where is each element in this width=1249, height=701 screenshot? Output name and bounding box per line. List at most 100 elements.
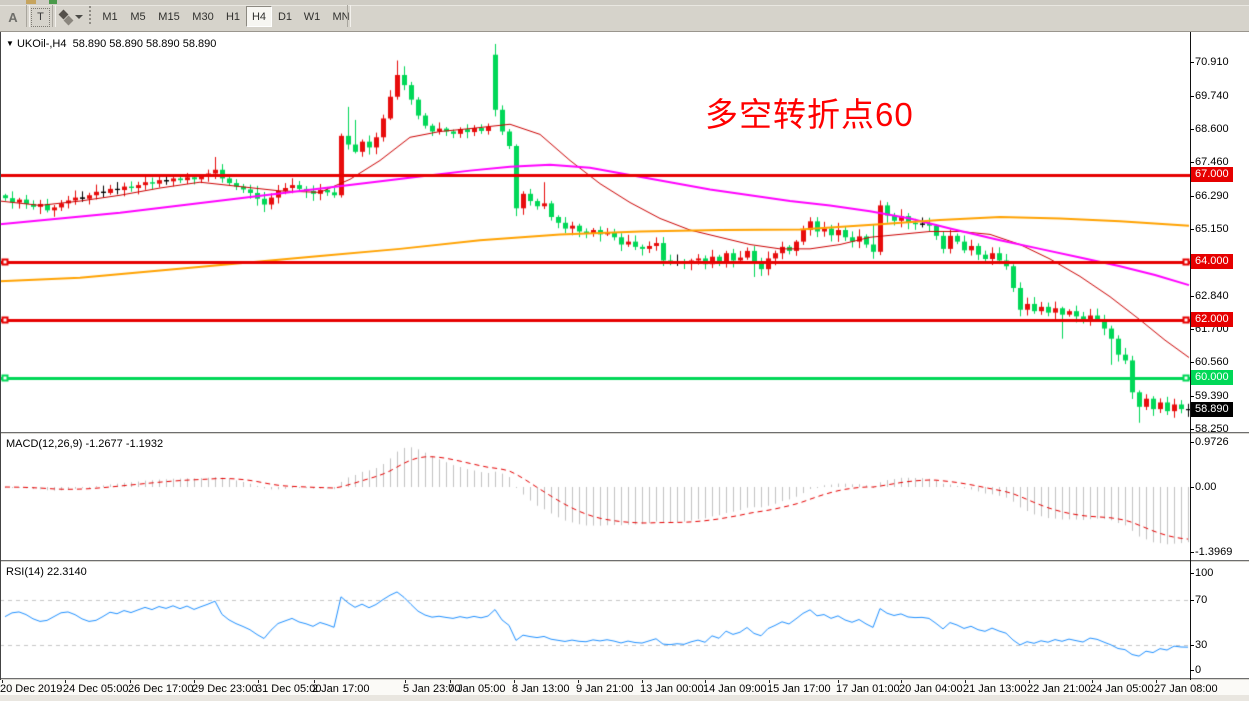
clipped-icon-fragment [26,0,36,4]
time-axis-tick [1092,680,1093,683]
time-axis-label: 8 Jan 13:00 [512,683,570,695]
scale-tick [1190,487,1194,488]
rsi-scale-label: 0 [1195,664,1202,676]
level-price-label: 60.000 [1191,370,1233,385]
scale-tick [1190,600,1194,601]
timeframe-button-m1[interactable]: M1 [102,10,118,23]
rsi-scale-label: 30 [1195,639,1208,651]
time-axis-label: 24 Dec 05:00 [63,683,129,695]
time-axis-tick [838,680,839,683]
time-axis-tick [130,680,131,683]
chart-title[interactable]: ▼ UKOil-,H4 58.890 58.890 58.890 58.890 [6,38,216,50]
timeframe-button-w1[interactable]: W1 [303,10,321,23]
timeframe-button-m5[interactable]: M5 [130,10,146,23]
text-tool-button[interactable]: T [31,7,50,27]
macd-scale-label: -1.3969 [1195,546,1233,558]
time-axis-label: 2 Jan 17:00 [312,683,370,695]
price-axis-tick [1190,62,1194,63]
level-price-label: 64.000 [1191,254,1233,269]
time-axis-tick [2,680,3,683]
main-price-chart[interactable] [0,32,1190,433]
time-axis-tick [314,680,315,683]
time-axis-tick [642,680,643,683]
window-left-border [0,32,1,680]
price-axis-tick [1190,396,1194,397]
rsi-header: RSI(14) 22.3140 [6,566,87,578]
macd-indicator-pane[interactable] [0,434,1190,561]
price-tick-label: 67.460 [1195,156,1229,168]
time-axis-label: 22 Jan 21:00 [1027,683,1091,695]
price-axis-tick [1190,229,1194,230]
time-axis-tick [769,680,770,683]
pane-divider[interactable] [0,560,1249,562]
time-axis-label: 27 Jan 08:00 [1154,683,1218,695]
toolbar-grip-handle[interactable] [88,6,91,26]
time-axis-tick [450,680,451,683]
price-axis-tick [1190,429,1194,430]
timeframe-button-m15[interactable]: M15 [158,10,180,23]
price-axis-tick [1190,96,1194,97]
scale-tick [1190,645,1194,646]
time-axis-tick [258,680,259,683]
time-axis-label: 17 Jan 01:00 [836,683,900,695]
time-axis-tick [578,680,579,683]
price-tick-label: 60.560 [1195,356,1229,368]
time-axis-label: 14 Jan 09:00 [703,683,767,695]
toolbar: A T M1 M5 M15 M30 H1 H4 D1 W1 MN [0,0,1249,32]
price-axis-tick [1190,196,1194,197]
time-axis-tick [65,680,66,683]
price-tick-label: 59.390 [1195,390,1229,402]
time-axis-label: 21 Jan 13:00 [963,683,1027,695]
rsi-scale-label: 100 [1195,567,1214,579]
cursor-style-dropdown-button[interactable] [56,7,86,27]
time-axis-tick [705,680,706,683]
price-tick-label: 68.600 [1195,123,1229,135]
time-axis-label: 7 Jan 05:00 [448,683,506,695]
level-price-label: 62.000 [1191,312,1233,327]
price-tick-label: 62.840 [1195,290,1229,302]
price-tick-label: 69.740 [1195,90,1229,102]
arrow-text-tool-button[interactable]: A [8,9,18,25]
current-price-label: 58.890 [1191,402,1233,417]
time-axis-label: 20 Dec 2019 [0,683,63,695]
price-tick-label: 66.290 [1195,190,1229,202]
time-axis-tick [1029,680,1030,683]
time-axis-band [0,695,1249,701]
price-axis-tick [1190,296,1194,297]
scale-tick [1190,573,1194,574]
price-axis-tick [1190,162,1194,163]
scale-tick [1190,552,1194,553]
annotation-text[interactable]: 多空转折点60 [705,96,914,133]
price-axis-border [1190,32,1191,680]
pane-divider[interactable] [0,432,1249,434]
time-axis-label: 13 Jan 00:00 [640,683,704,695]
toolbar-separator [347,5,351,27]
price-axis-tick [1190,129,1194,130]
toolbar-separator [52,5,56,27]
scale-tick [1190,442,1194,443]
time-axis-label: 9 Jan 21:00 [576,683,634,695]
price-axis-tick [1190,329,1194,330]
time-axis-label: 15 Jan 17:00 [767,683,831,695]
time-axis-tick [1156,680,1157,683]
timeframe-button-h1[interactable]: H1 [225,10,241,23]
timeframe-button-mn[interactable]: MN [332,10,350,23]
chart-title-text: UKOil-,H4 58.890 58.890 58.890 58.890 [16,38,217,50]
timeframe-button-m30[interactable]: M30 [192,10,214,23]
rsi-scale-label: 70 [1195,594,1208,606]
timeframe-button-h4[interactable]: H4 [246,6,272,27]
symbol-dropdown-icon[interactable]: ▼ [6,39,14,48]
rsi-indicator-pane[interactable] [0,562,1190,679]
time-axis-label: 20 Jan 04:00 [899,683,963,695]
price-axis-tick [1190,362,1194,363]
time-axis[interactable]: 20 Dec 2019 24 Dec 05:00 26 Dec 17:00 29 De… [0,680,1249,701]
time-axis-tick [965,680,966,683]
pane-divider [0,678,1249,680]
price-tick-label: 65.150 [1195,223,1229,235]
clipped-icon-fragment [49,0,57,4]
toolbar-separator [26,5,30,27]
timeframe-button-d1[interactable]: D1 [277,10,293,23]
macd-scale-label: 0.00 [1195,481,1217,493]
time-axis-label: 29 Dec 23:00 [192,683,258,695]
